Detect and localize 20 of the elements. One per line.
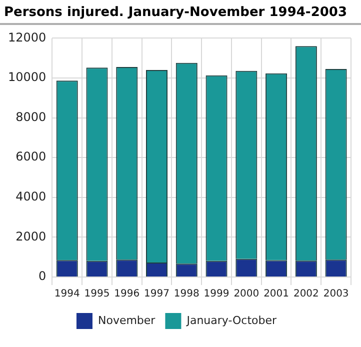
y-tick-label: 6000 <box>16 150 46 164</box>
y-tick-label: 0 <box>38 269 46 284</box>
x-tick-label: 2003 <box>323 288 349 300</box>
x-tick-label: 1997 <box>144 288 170 300</box>
y-tick-label: 8000 <box>16 110 46 124</box>
x-tick-label: 1998 <box>174 288 200 300</box>
x-tick-label: 1999 <box>204 288 230 300</box>
legend-label: November <box>98 314 156 327</box>
x-tick-label: 2001 <box>264 288 290 300</box>
x-tick-label: 2002 <box>293 288 319 300</box>
x-tick-label: 1995 <box>84 288 110 300</box>
y-tick-label: 4000 <box>16 190 46 204</box>
x-tick-label: 2000 <box>234 288 260 300</box>
x-tick-label: 1994 <box>54 288 80 300</box>
y-tick-label: 10000 <box>8 70 46 84</box>
x-tick-label: 1996 <box>114 288 140 300</box>
y-tick-label: 2000 <box>16 229 46 244</box>
y-tick-label: 12000 <box>8 30 46 44</box>
chart-title: Persons injured. January-November 1994-2003 <box>0 0 361 25</box>
legend-label: January-October <box>186 314 277 327</box>
